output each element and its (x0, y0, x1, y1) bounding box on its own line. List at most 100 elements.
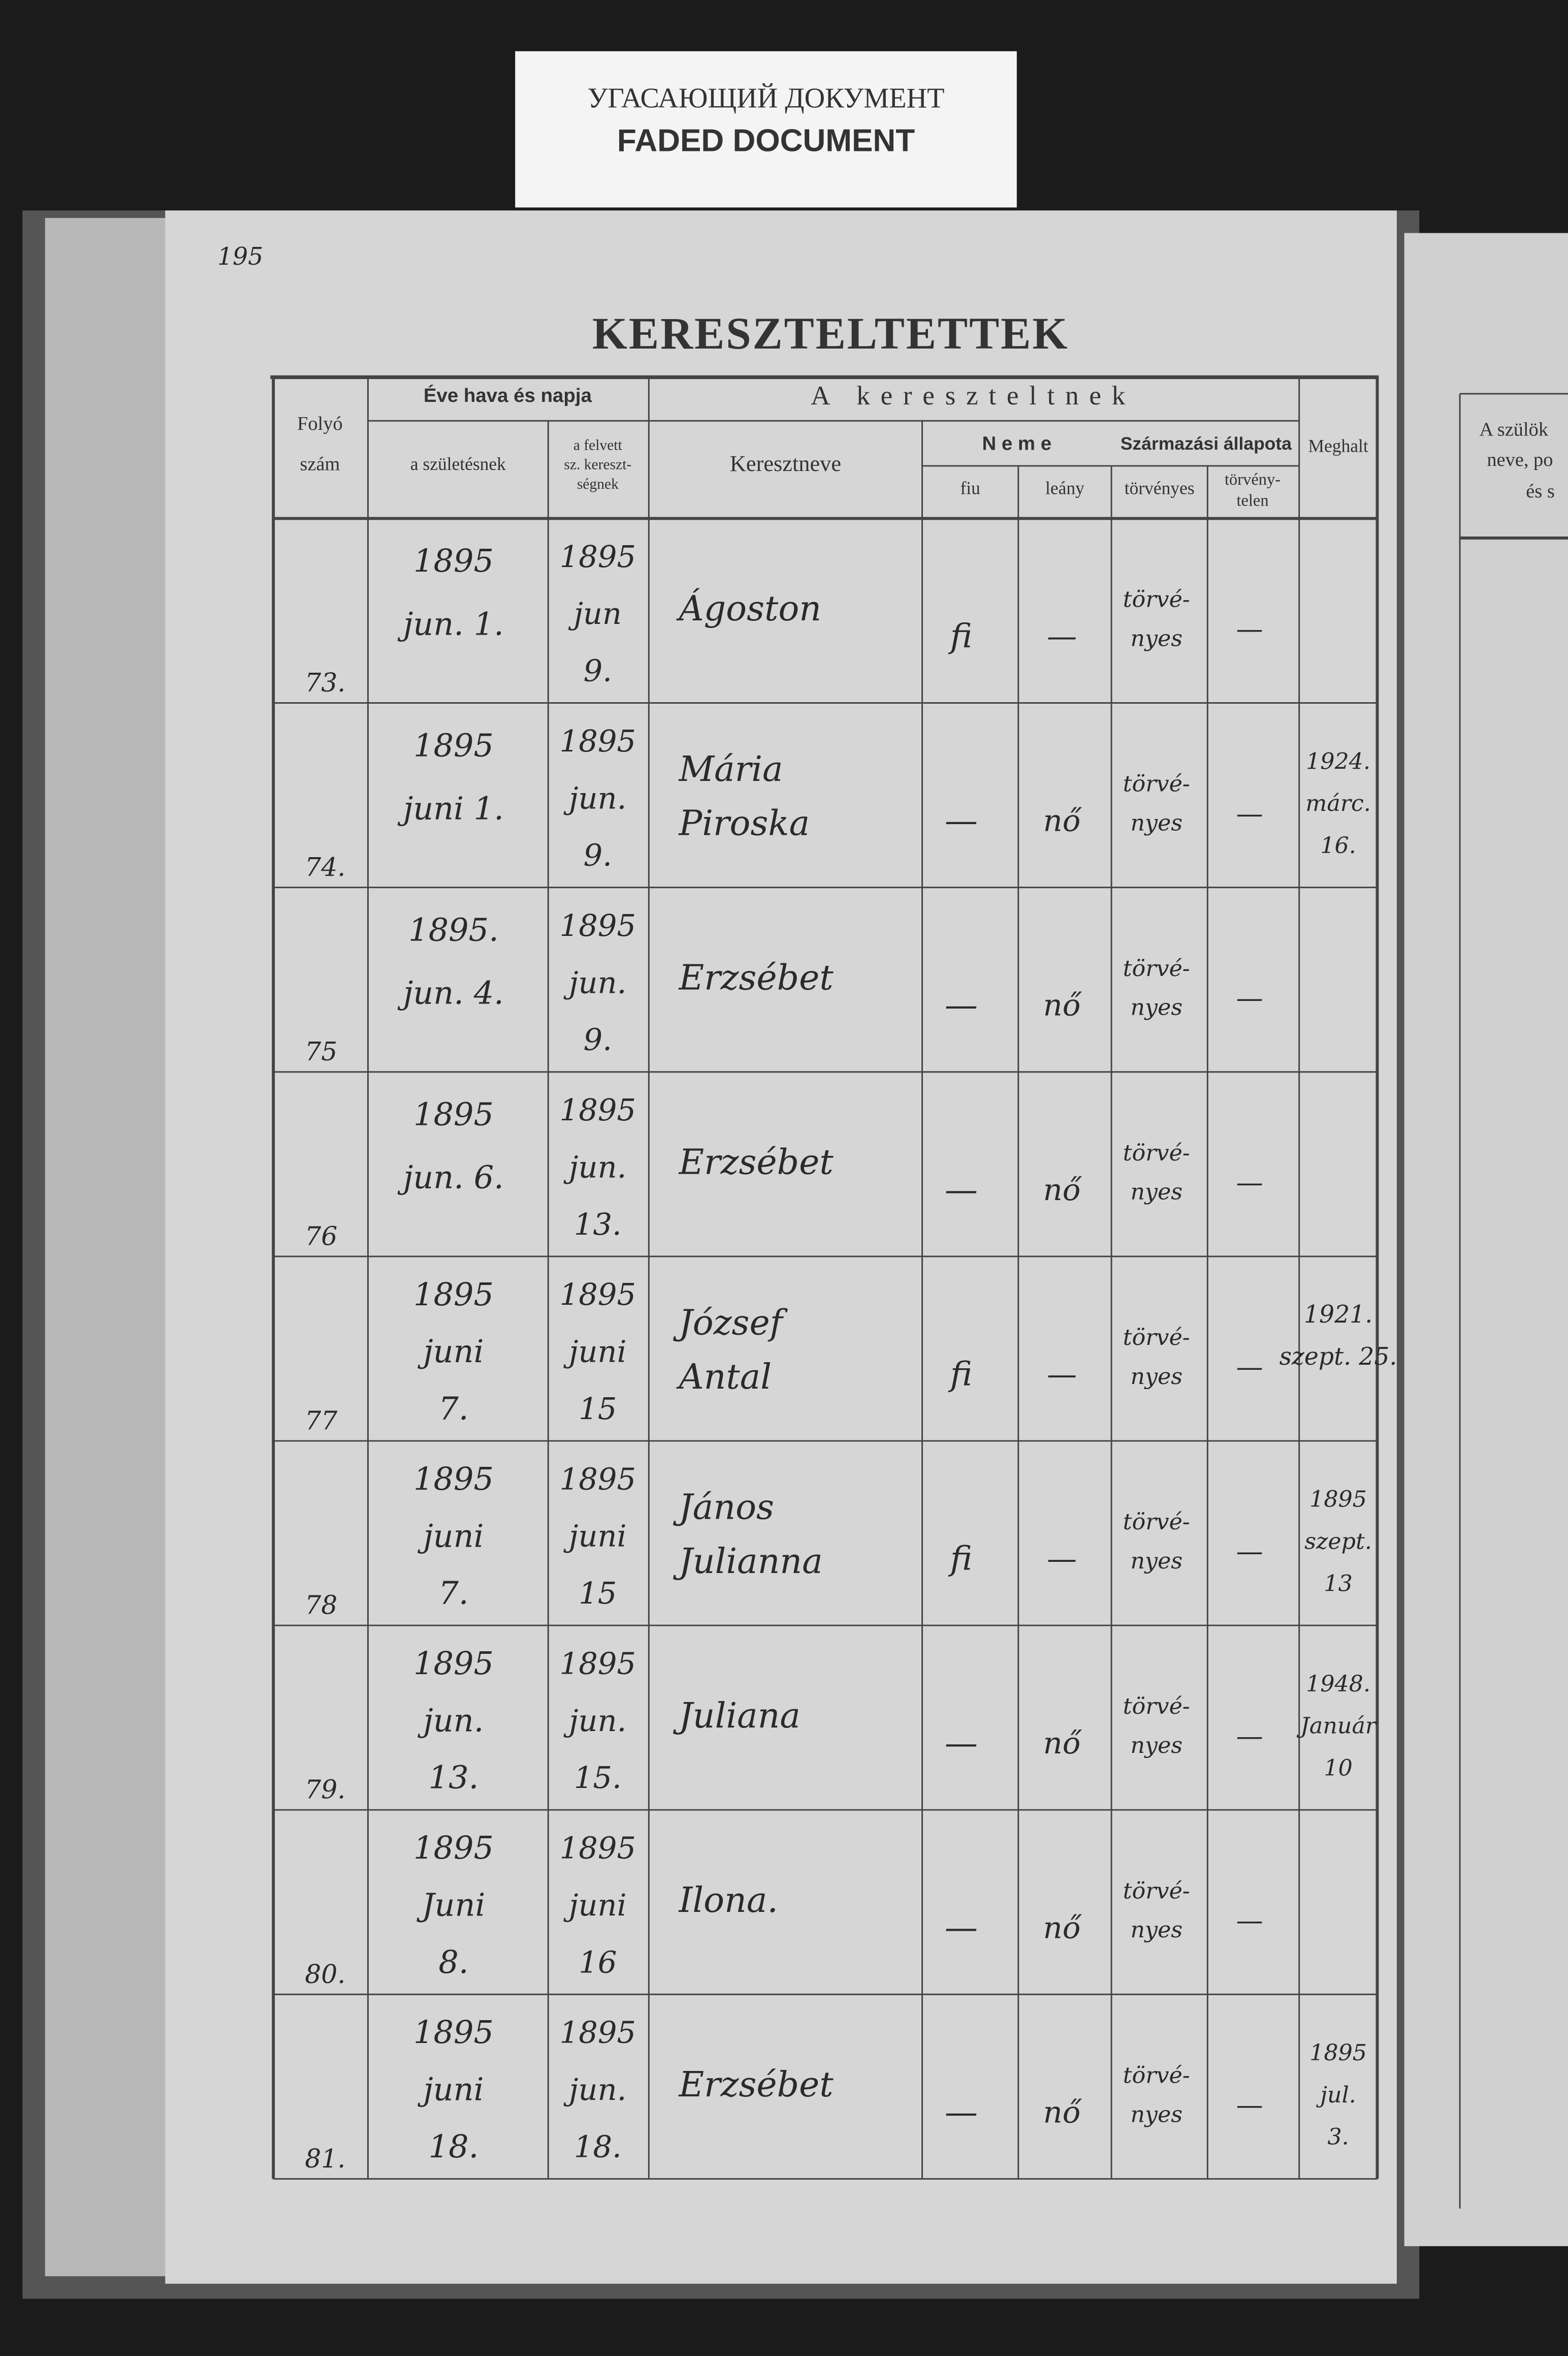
handwriting: törvé- (1123, 2062, 1190, 2088)
handwriting: nő (1043, 988, 1082, 1023)
handwriting: 1895 (560, 1646, 636, 1681)
handwriting: — (1236, 982, 1263, 1014)
handwriting: 10 (1324, 1755, 1352, 1781)
handwriting: Ilona. (678, 1880, 779, 1921)
handwriting: — (1047, 619, 1077, 654)
handwriting: — (945, 1171, 978, 1209)
header: neve, po (1487, 449, 1553, 470)
handwriting: — (1047, 1357, 1077, 1392)
header: törvényes (1125, 478, 1195, 498)
handwriting: törvé- (1123, 1693, 1190, 1719)
handwriting: 16. (1320, 833, 1356, 859)
handwriting: törvé- (1123, 1325, 1190, 1350)
handwriting: József (673, 1303, 788, 1343)
handwriting: 1895 (1309, 1487, 1367, 1513)
row-number: 73. (305, 668, 345, 698)
handwriting: 1895 (413, 542, 494, 579)
handwriting: 15 (579, 1391, 617, 1426)
handwriting: 8. (438, 1943, 468, 1981)
handwriting: juni (563, 1334, 626, 1369)
handwriting: 1895 (413, 1645, 494, 1682)
handwriting: Ágoston (676, 588, 822, 629)
header: és s (1526, 481, 1555, 502)
handwriting: juni (417, 2071, 484, 2108)
handwriting: juni 1. (397, 790, 504, 827)
handwriting: — (1236, 2089, 1263, 2121)
handwriting: jun. (563, 1703, 626, 1738)
handwriting: — (1047, 1541, 1077, 1576)
header: sz. kereszt- (564, 457, 631, 473)
handwriting: — (945, 802, 978, 840)
handwriting: — (945, 986, 978, 1024)
handwriting: 1895 (413, 1096, 494, 1133)
handwriting: jun. 6. (397, 1159, 504, 1196)
header: Éve hava és napja (424, 384, 592, 406)
right-page-header: A szülök neve, po és s (1459, 393, 1568, 2209)
handwriting: 7. (438, 1575, 468, 1612)
handwriting: törvé- (1123, 956, 1190, 982)
handwriting: — (1236, 613, 1263, 645)
handwriting: jun. (563, 1150, 626, 1185)
handwriting: 13 (1324, 1570, 1352, 1596)
handwriting: 13. (429, 1759, 479, 1796)
header: A kereszteltnek (811, 381, 1136, 411)
handwriting: 1924. (1306, 748, 1370, 774)
handwriting: 18. (574, 2129, 622, 2164)
row-number: 74. (305, 852, 345, 882)
handwriting: törvé- (1123, 587, 1190, 613)
header: leány (1045, 478, 1084, 498)
handwriting: 15. (574, 1760, 622, 1795)
handwriting: — (945, 1909, 978, 1947)
handwriting: nyes (1130, 1179, 1182, 1205)
handwriting: nő (1043, 1910, 1082, 1945)
handwriting: 1948. (1306, 1671, 1370, 1697)
handwriting: nő (1043, 1172, 1082, 1207)
handwriting: fi (948, 617, 972, 655)
header: a felvett (573, 437, 623, 453)
handwriting: nyes (1130, 1548, 1182, 1574)
handwriting: Erzsébet (678, 958, 834, 998)
handwriting: 9. (584, 838, 612, 873)
page-number: 195 (217, 243, 263, 271)
page-stack (45, 218, 180, 2276)
handwriting: 7. (438, 1390, 468, 1427)
handwriting: 18. (429, 2128, 479, 2165)
handwriting: Julianna (673, 1542, 823, 1582)
handwriting: Juliana (673, 1696, 801, 1736)
handwriting: 3. (1327, 2124, 1349, 2150)
handwriting: 1895 (413, 727, 494, 764)
handwriting: 1895 (413, 1276, 494, 1313)
handwriting: szept. (1304, 1529, 1372, 1555)
label-line: УГАСАЮЩИЙ ДОКУМЕНТ (588, 82, 945, 114)
header: szám (300, 454, 340, 475)
handwriting: 1895 (560, 1461, 636, 1496)
handwriting: 1895. (408, 911, 499, 948)
handwriting: nő (1043, 803, 1082, 838)
header: Folyó (297, 413, 343, 434)
handwriting: — (945, 2093, 978, 2131)
handwriting: 1921. (1304, 1301, 1372, 1329)
row-number: 79. (305, 1775, 345, 1805)
handwriting: János (673, 1487, 774, 1527)
handwriting: törvé- (1123, 771, 1190, 797)
row-number: 81. (305, 2144, 345, 2174)
handwriting: 16 (579, 1944, 617, 1980)
handwriting: 1895 (560, 539, 636, 574)
header: fiu (960, 478, 980, 498)
handwriting: Piroska (678, 803, 810, 843)
header: A szülök (1480, 419, 1549, 441)
handwriting: juni (563, 1888, 626, 1923)
handwriting: — (1236, 1536, 1263, 1567)
handwriting: juni (417, 1333, 484, 1370)
handwriting: törvé- (1123, 1509, 1190, 1535)
handwriting: juni (563, 1519, 626, 1554)
handwriting: márc. (1305, 791, 1371, 816)
handwriting: 1895 (560, 908, 636, 943)
handwriting: — (1236, 798, 1263, 829)
handwriting: 1895 (413, 1829, 494, 1866)
handwriting: jul. (1316, 2082, 1356, 2108)
header: törvény- (1225, 470, 1281, 489)
handwriting: nyes (1130, 995, 1182, 1021)
handwriting: nyes (1130, 2101, 1182, 2127)
handwriting: nyes (1130, 1364, 1182, 1390)
